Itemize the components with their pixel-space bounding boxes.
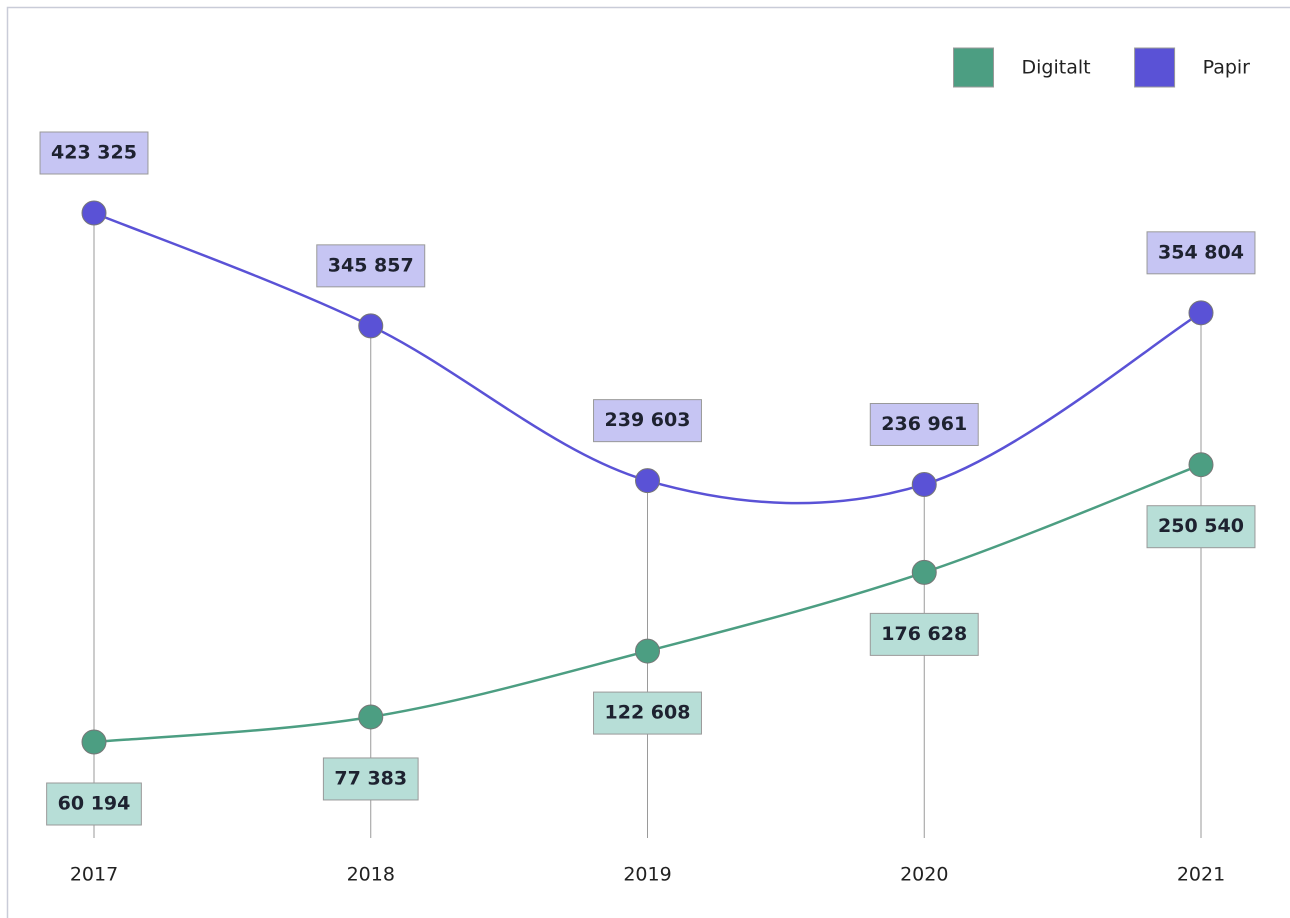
value-label: 77 383: [322, 757, 419, 801]
value-label-text: 176 628: [881, 623, 967, 645]
x-tick-label: 2019: [623, 864, 671, 886]
value-label: 236 961: [869, 402, 979, 446]
point: [1188, 300, 1214, 326]
legend-swatch: [953, 47, 995, 88]
point: [358, 704, 384, 730]
value-label-box: [869, 402, 979, 446]
value-label-text: 354 804: [1158, 241, 1244, 263]
x-tick-label: 2021: [1177, 864, 1225, 886]
value-label-box: [316, 244, 426, 288]
value-label-text: 122 608: [605, 702, 691, 724]
point: [1188, 452, 1214, 478]
point: [635, 468, 660, 494]
legend-label: Digitalt: [1022, 57, 1091, 79]
value-label-box: [1146, 505, 1256, 549]
value-label-box: [593, 399, 702, 443]
x-tick-label: 2017: [70, 864, 118, 886]
x-tick-label: 2020: [900, 864, 948, 886]
value-label-text: 250 540: [1158, 515, 1244, 537]
value-label-text: 60 194: [58, 793, 131, 815]
value-label: 176 628: [869, 612, 979, 656]
x-tick-label: 2018: [347, 864, 395, 886]
value-label: 345 857: [316, 244, 426, 288]
value-label: 60 194: [46, 782, 142, 826]
value-label-box: [869, 612, 979, 656]
series-line: [93, 211, 1202, 505]
point: [358, 313, 384, 339]
value-label-text: 423 325: [51, 142, 137, 164]
value-label-text: 77 383: [334, 767, 407, 789]
value-label-text: 345 857: [328, 254, 414, 276]
point: [81, 200, 107, 226]
value-label-box: [593, 691, 702, 735]
value-label: 423 325: [39, 131, 149, 175]
value-label: 122 608: [593, 691, 702, 735]
legend-swatch: [1134, 47, 1176, 88]
point: [911, 471, 937, 497]
value-label: 354 804: [1146, 231, 1256, 275]
point: [911, 559, 937, 585]
value-label-text: 239 603: [605, 409, 691, 431]
value-label: 250 540: [1146, 505, 1256, 549]
legend-label: Papir: [1203, 57, 1251, 79]
point: [81, 729, 107, 755]
frame: [6, 6, 1290, 918]
value-label-box: [46, 782, 142, 826]
value-label: 239 603: [593, 399, 702, 443]
value-label-box: [39, 131, 149, 175]
point: [635, 638, 660, 664]
value-label-box: [322, 757, 419, 801]
value-label-box: [1146, 231, 1256, 275]
value-label-text: 236 961: [881, 413, 967, 435]
